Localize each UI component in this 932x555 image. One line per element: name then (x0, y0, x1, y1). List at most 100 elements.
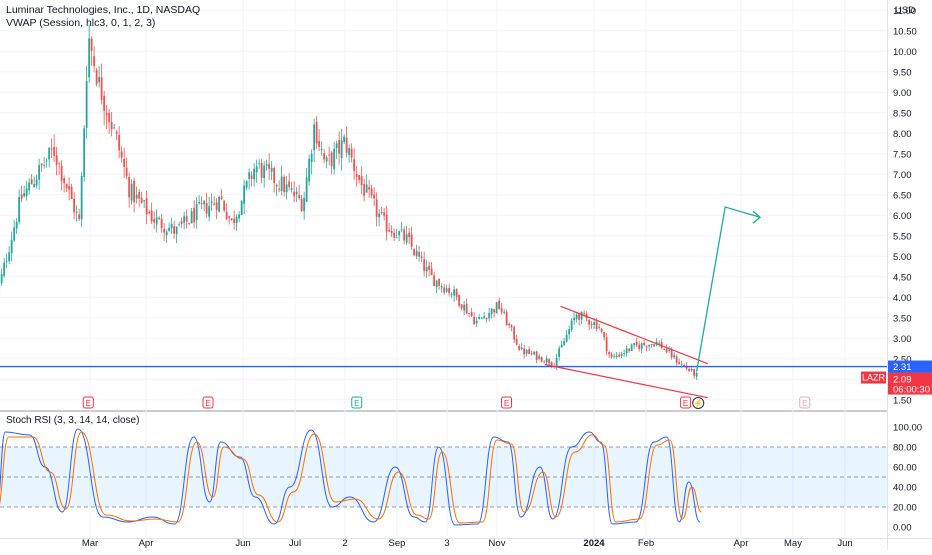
candle-body (466, 304, 468, 314)
candle-body (516, 339, 518, 345)
candle-body (263, 166, 265, 178)
candle-body (461, 304, 463, 308)
candle-body (346, 138, 348, 153)
candle-body (68, 186, 70, 190)
candle-body (338, 140, 340, 154)
candle-body (361, 176, 363, 185)
price-tick-label: 4.50 (893, 272, 912, 283)
candle-body (236, 217, 238, 223)
candle-body (36, 180, 38, 186)
candle-body (673, 355, 675, 357)
time-tick-label: Nov (489, 538, 506, 549)
candle-body (463, 305, 465, 311)
candle-body (133, 181, 135, 202)
candle-body (316, 122, 318, 143)
candle-body (493, 309, 495, 312)
candle-body (318, 141, 320, 147)
candle-body (193, 208, 195, 222)
candle-body (388, 230, 390, 231)
candle-body (511, 326, 513, 328)
candle-body (531, 353, 533, 354)
price-tick-label: 10.50 (893, 26, 917, 37)
candle-body (253, 169, 255, 179)
candle-body (593, 322, 595, 325)
candle-body (151, 210, 153, 221)
candle-body (471, 312, 473, 316)
candle-body (631, 345, 633, 352)
stoch-rsi-title: Stoch RSI (3, 3, 14, 14, close) (6, 415, 139, 426)
candle-body (3, 263, 5, 276)
candle-body (18, 197, 20, 222)
time-tick-label: Jul (289, 538, 301, 549)
candle-body (571, 321, 573, 330)
candle-body (173, 226, 175, 233)
candle-body (331, 153, 333, 167)
candle-body (551, 362, 553, 365)
candle-body (328, 155, 330, 156)
time-tick-label: Apr (139, 538, 154, 549)
price-tick-label: 9.00 (893, 88, 912, 99)
candle-body (696, 373, 698, 377)
candle-body (478, 317, 480, 319)
candle-body (58, 163, 60, 164)
candle-body (111, 122, 113, 129)
candle-body (453, 289, 455, 295)
candle-body (413, 249, 415, 255)
candle-body (636, 342, 638, 345)
candle-body (663, 349, 665, 350)
candle-body (618, 355, 620, 357)
candle-body (63, 178, 65, 183)
candle-body (621, 354, 623, 356)
candle-body (373, 195, 375, 199)
candle-body (451, 294, 453, 295)
countdown-label: 06:00:30 (893, 385, 930, 396)
candle-body (268, 164, 270, 169)
candle-body (228, 216, 230, 217)
candle-body (398, 231, 400, 235)
candle-body (88, 38, 90, 77)
time-tick-label: 3 (444, 538, 449, 549)
candle-body (446, 288, 448, 291)
candle-body (396, 237, 398, 238)
candle-body (426, 267, 428, 271)
price-tick-label: 10.00 (893, 47, 917, 58)
candle-body (118, 135, 120, 150)
candle-body (138, 192, 140, 199)
candle-body (486, 318, 488, 319)
time-tick-label: Feb (638, 538, 654, 549)
candle-body (143, 200, 145, 201)
candle-body (321, 149, 323, 150)
price-tick-label: 9.50 (893, 67, 912, 78)
candle-body (503, 312, 505, 313)
time-tick-label: 2024 (583, 538, 605, 549)
candle-body (526, 350, 528, 354)
candle-body (106, 113, 108, 115)
candle-body (286, 184, 288, 192)
candle-body (491, 309, 493, 315)
candle-body (596, 322, 598, 329)
candle-body (73, 199, 75, 213)
candle-body (226, 212, 228, 219)
candle-body (183, 216, 185, 222)
candle-body (648, 345, 650, 347)
candle-body (473, 317, 475, 324)
candle-body (626, 348, 628, 353)
candle-body (368, 187, 370, 189)
candle-body (291, 188, 293, 190)
candle-body (103, 96, 105, 111)
earnings-marker-label: E (205, 399, 210, 408)
time-tick-label: 2 (342, 538, 347, 549)
candle-body (23, 193, 25, 196)
candle-body (488, 313, 490, 318)
candle-body (188, 223, 190, 224)
candle-body (423, 259, 425, 271)
candle-body (246, 181, 248, 188)
candle-body (666, 349, 668, 353)
candle-body (501, 308, 503, 312)
candle-body (108, 113, 110, 122)
stoch-tick-label: 0.00 (893, 523, 912, 534)
candle-body (8, 252, 10, 261)
candle-body (611, 354, 613, 357)
